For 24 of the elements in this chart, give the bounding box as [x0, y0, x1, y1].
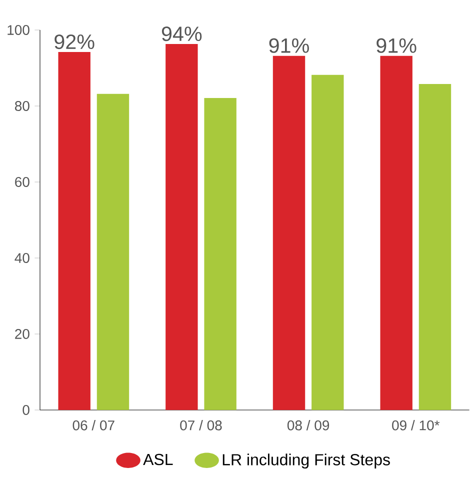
- bar: [419, 84, 452, 410]
- bar: [312, 74, 344, 410]
- y-tick-label: 80: [15, 101, 30, 111]
- y-tick-label: 40: [14, 253, 30, 263]
- bar: [166, 44, 198, 410]
- annotation: 92%: [54, 34, 94, 50]
- x-tick-label: 07 / 08: [180, 420, 222, 430]
- annotation: 91%: [376, 38, 416, 53]
- y-tick-label: 20: [15, 329, 30, 339]
- bar: [204, 98, 237, 410]
- x-tick-label: 06 / 07: [72, 420, 115, 430]
- y-tick-label: 100: [8, 25, 30, 35]
- bar: [273, 56, 306, 410]
- bar: [380, 56, 413, 410]
- x-tick-label: 08 / 09: [288, 420, 330, 430]
- y-tick-label: 60: [15, 177, 30, 187]
- annotation: 91%: [269, 38, 310, 53]
- bar: [97, 94, 130, 410]
- x-tick-label: 09 / 10*: [392, 420, 440, 430]
- legend-label: ASL: [143, 454, 173, 466]
- annotation: 94%: [162, 26, 202, 42]
- bar: [58, 52, 91, 410]
- legend-label: LR including First Steps: [223, 454, 390, 469]
- y-tick-label: 0: [22, 405, 30, 415]
